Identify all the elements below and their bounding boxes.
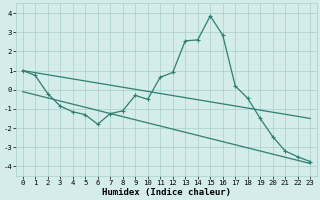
X-axis label: Humidex (Indice chaleur): Humidex (Indice chaleur): [102, 188, 231, 197]
